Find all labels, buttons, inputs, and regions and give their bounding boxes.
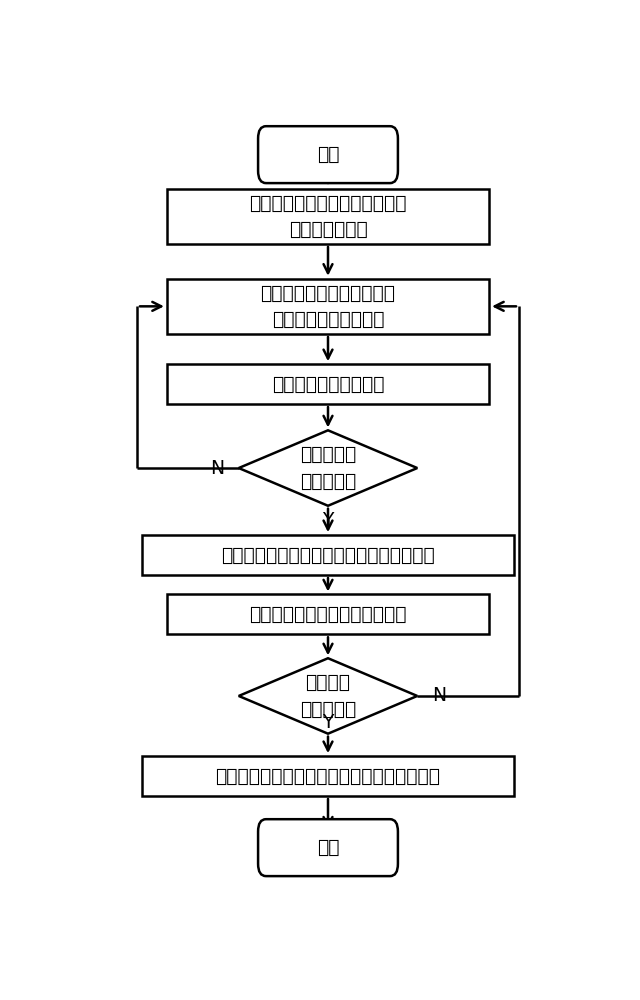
Bar bbox=[167, 189, 489, 244]
Text: 输出每个策略的演化状态，得到演化稳定策略: 输出每个策略的演化状态，得到演化稳定策略 bbox=[216, 767, 440, 786]
Bar bbox=[167, 364, 489, 404]
Polygon shape bbox=[239, 430, 417, 506]
Text: N: N bbox=[432, 686, 446, 705]
Text: 种群中个体随机选择策略，
计算种群中个体的支付: 种群中个体随机选择策略， 计算种群中个体的支付 bbox=[260, 284, 396, 329]
Bar bbox=[142, 535, 514, 575]
Bar bbox=[167, 594, 489, 634]
Text: 计算个体的适应度函数: 计算个体的适应度函数 bbox=[272, 375, 384, 394]
Text: 计算每个个体的采取策略的比例: 计算每个个体的采取策略的比例 bbox=[249, 605, 407, 624]
Polygon shape bbox=[239, 658, 417, 734]
FancyBboxPatch shape bbox=[258, 819, 398, 876]
Text: 结束: 结束 bbox=[317, 838, 339, 857]
Text: 计算种群的总适应度函数及平均适应度函数: 计算种群的总适应度函数及平均适应度函数 bbox=[221, 546, 435, 565]
Text: N: N bbox=[210, 459, 224, 478]
Bar bbox=[142, 756, 514, 796]
Text: 策略集策略
均被选取？: 策略集策略 均被选取？ bbox=[300, 445, 356, 491]
Text: 达到最大
演化时间？: 达到最大 演化时间？ bbox=[300, 673, 356, 719]
Bar bbox=[167, 279, 489, 334]
FancyBboxPatch shape bbox=[258, 126, 398, 183]
Text: Y: Y bbox=[323, 511, 333, 530]
Text: Y: Y bbox=[323, 713, 333, 732]
Text: 开始: 开始 bbox=[317, 145, 339, 164]
Text: 输入原始数据，生成初始种群，
随机生成策略集: 输入原始数据，生成初始种群， 随机生成策略集 bbox=[249, 194, 407, 239]
